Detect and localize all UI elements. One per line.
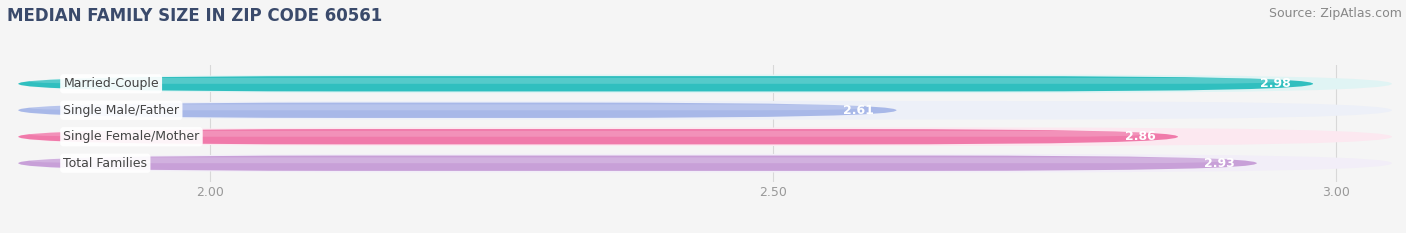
FancyBboxPatch shape <box>18 127 1392 146</box>
FancyBboxPatch shape <box>18 103 897 118</box>
Text: Total Families: Total Families <box>63 157 148 170</box>
Text: 2.93: 2.93 <box>1204 157 1234 170</box>
Text: MEDIAN FAMILY SIZE IN ZIP CODE 60561: MEDIAN FAMILY SIZE IN ZIP CODE 60561 <box>7 7 382 25</box>
Text: Single Female/Mother: Single Female/Mother <box>63 130 200 143</box>
Text: 2.98: 2.98 <box>1260 77 1291 90</box>
Text: Married-Couple: Married-Couple <box>63 77 159 90</box>
FancyBboxPatch shape <box>18 75 1392 93</box>
FancyBboxPatch shape <box>30 157 1223 163</box>
Text: 2.61: 2.61 <box>844 104 875 117</box>
FancyBboxPatch shape <box>18 101 1392 120</box>
Text: 2.86: 2.86 <box>1125 130 1156 143</box>
Text: Source: ZipAtlas.com: Source: ZipAtlas.com <box>1268 7 1402 20</box>
FancyBboxPatch shape <box>18 156 1257 171</box>
Text: Single Male/Father: Single Male/Father <box>63 104 180 117</box>
FancyBboxPatch shape <box>30 131 1144 137</box>
FancyBboxPatch shape <box>30 104 863 110</box>
FancyBboxPatch shape <box>30 78 1279 84</box>
FancyBboxPatch shape <box>18 154 1392 172</box>
FancyBboxPatch shape <box>18 129 1178 144</box>
FancyBboxPatch shape <box>18 76 1313 92</box>
